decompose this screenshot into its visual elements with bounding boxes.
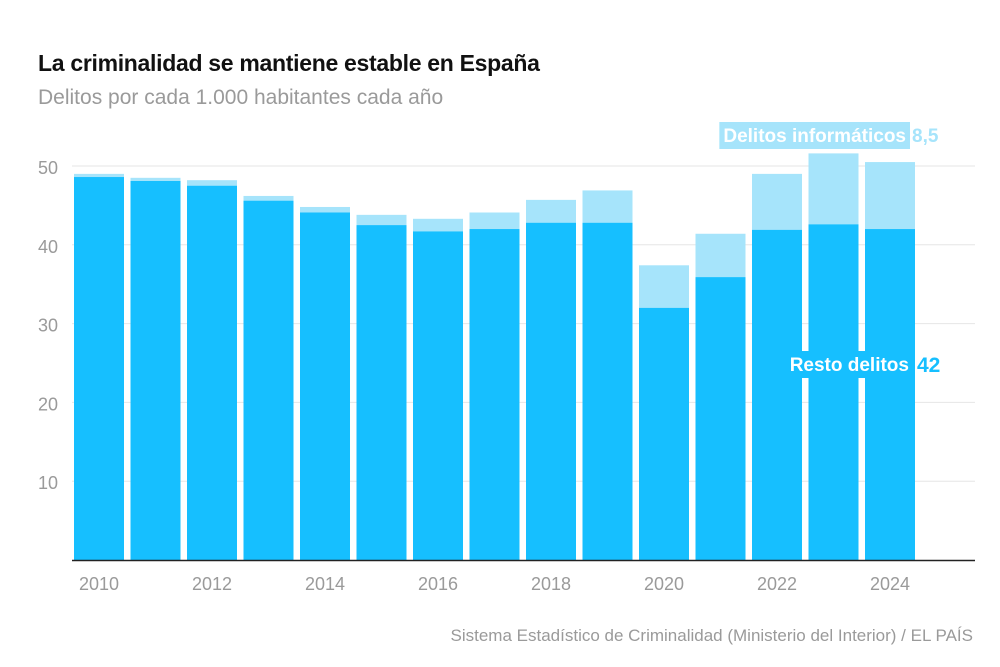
- bar-informaticos-2022: [752, 173, 802, 230]
- bar-informaticos-2014: [300, 206, 350, 213]
- bar-resto-2010: [74, 177, 124, 561]
- bar-resto-2017: [469, 229, 520, 561]
- bar-informaticos-2024: [865, 162, 915, 230]
- bar-resto-2016: [413, 231, 463, 561]
- source-note: Sistema Estadístico de Criminalidad (Min…: [450, 626, 973, 645]
- x-axis-ticks: 2010 2012 2014 2016 2018 2020 2022 2024: [79, 574, 910, 594]
- bar-informaticos-2010: [74, 173, 124, 178]
- bar-informaticos-2017: [469, 212, 520, 230]
- informaticos-label: Delitos informáticos: [723, 126, 906, 147]
- bar-informaticos-2012: [187, 180, 237, 186]
- y-tick-label-40: 40: [38, 237, 58, 257]
- bar-informaticos-2018: [526, 199, 576, 223]
- x-tick-label-2020: 2020: [644, 574, 684, 594]
- bar-resto-2020: [639, 307, 689, 560]
- informaticos-label-bg: [719, 122, 910, 149]
- bars: [74, 153, 915, 561]
- bar-informaticos-2021: [695, 233, 746, 278]
- y-tick-label-10: 10: [38, 473, 58, 493]
- series-labels: Delitos informáticos 8,5 Resto delitos 42: [719, 122, 940, 378]
- resto-label-bg: [785, 351, 913, 378]
- bar-informaticos-2011: [130, 177, 181, 181]
- bar-resto-2014: [300, 212, 350, 560]
- x-tick-label-2018: 2018: [531, 574, 571, 594]
- x-tick-label-2014: 2014: [305, 574, 345, 594]
- bar-resto-2024: [865, 229, 915, 561]
- bar-resto-2021: [695, 277, 746, 560]
- chart-subtitle: Delitos por cada 1.000 habitantes cada a…: [38, 86, 444, 109]
- bar-resto-2023: [808, 224, 859, 560]
- bar-resto-2015: [356, 225, 407, 560]
- x-tick-label-2022: 2022: [757, 574, 797, 594]
- bar-informaticos-2015: [356, 214, 407, 226]
- bar-resto-2013: [243, 200, 294, 560]
- x-tick-label-2010: 2010: [79, 574, 119, 594]
- bar-informaticos-2016: [413, 218, 463, 232]
- resto-label: Resto delitos: [790, 355, 909, 376]
- bar-resto-2019: [582, 222, 633, 560]
- y-tick-label-30: 30: [38, 316, 58, 336]
- bar-resto-2012: [187, 185, 237, 560]
- bar-resto-2022: [752, 229, 802, 560]
- y-tick-label-50: 50: [38, 158, 58, 178]
- chart-title: La criminalidad se mantiene estable en E…: [38, 50, 540, 76]
- bar-informaticos-2023: [808, 153, 859, 225]
- x-tick-label-2024: 2024: [870, 574, 910, 594]
- y-tick-label-20: 20: [38, 394, 58, 414]
- bar-informaticos-2013: [243, 195, 294, 201]
- bar-resto-2011: [130, 180, 181, 561]
- informaticos-value: 8,5: [912, 126, 939, 147]
- x-tick-label-2016: 2016: [418, 574, 458, 594]
- bar-resto-2018: [526, 222, 576, 560]
- y-axis-ticks: 10 20 30 40 50: [38, 158, 58, 493]
- x-tick-label-2012: 2012: [192, 574, 232, 594]
- bar-informaticos-2019: [582, 190, 633, 223]
- bar-informaticos-2020: [639, 265, 689, 308]
- resto-value: 42: [917, 354, 940, 377]
